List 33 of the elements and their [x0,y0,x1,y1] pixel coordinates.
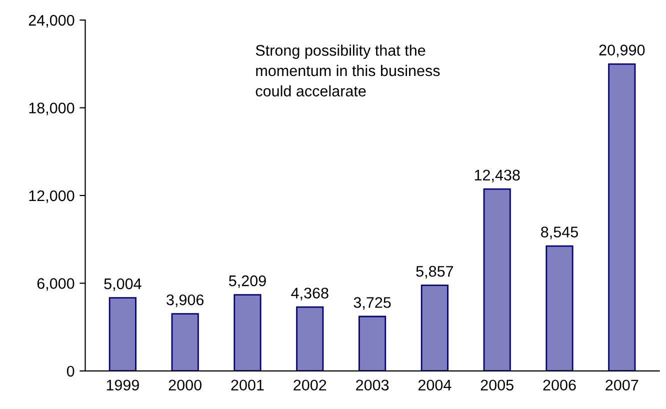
bar [420,284,448,371]
data-label: 8,545 [541,226,578,240]
x-tick-label: 2006 [543,380,576,391]
data-label: 4,368 [291,288,328,300]
y-tick-label: 12,000 [29,190,74,203]
x-tick-label: 2001 [231,380,264,391]
x-tick-label: 2003 [356,380,389,391]
x-tick-label: 1999 [106,380,139,391]
data-label: 3,906 [166,294,204,308]
annotation: Strong possibility that the momentum in this business could accelarate [256,44,440,96]
data-label: 5,857 [416,266,454,279]
x-tick-label: 2007 [606,380,638,391]
bar [108,297,136,371]
bar [296,306,324,371]
bar [483,188,511,371]
x-tick-label: 2002 [294,380,326,391]
data-label: 20,990 [599,44,645,58]
bar [608,63,636,371]
x-tick-label: 2005 [480,380,514,391]
x-tick-label: 2004 [418,380,452,391]
y-tick-label: 18,000 [29,102,74,116]
bar [546,245,574,371]
y-tick-label: 6,000 [37,278,74,291]
bar [358,316,386,371]
y-tick-label: 24,000 [28,14,74,28]
data-label: 3,725 [354,297,391,310]
x-tick-label: 2000 [168,380,202,391]
bar [234,294,262,371]
data-label: 5,209 [228,275,266,288]
data-label: 12,438 [474,170,520,182]
data-label: 5,004 [104,278,142,292]
bar [171,313,199,371]
y-tick-label: 0 [66,366,74,377]
